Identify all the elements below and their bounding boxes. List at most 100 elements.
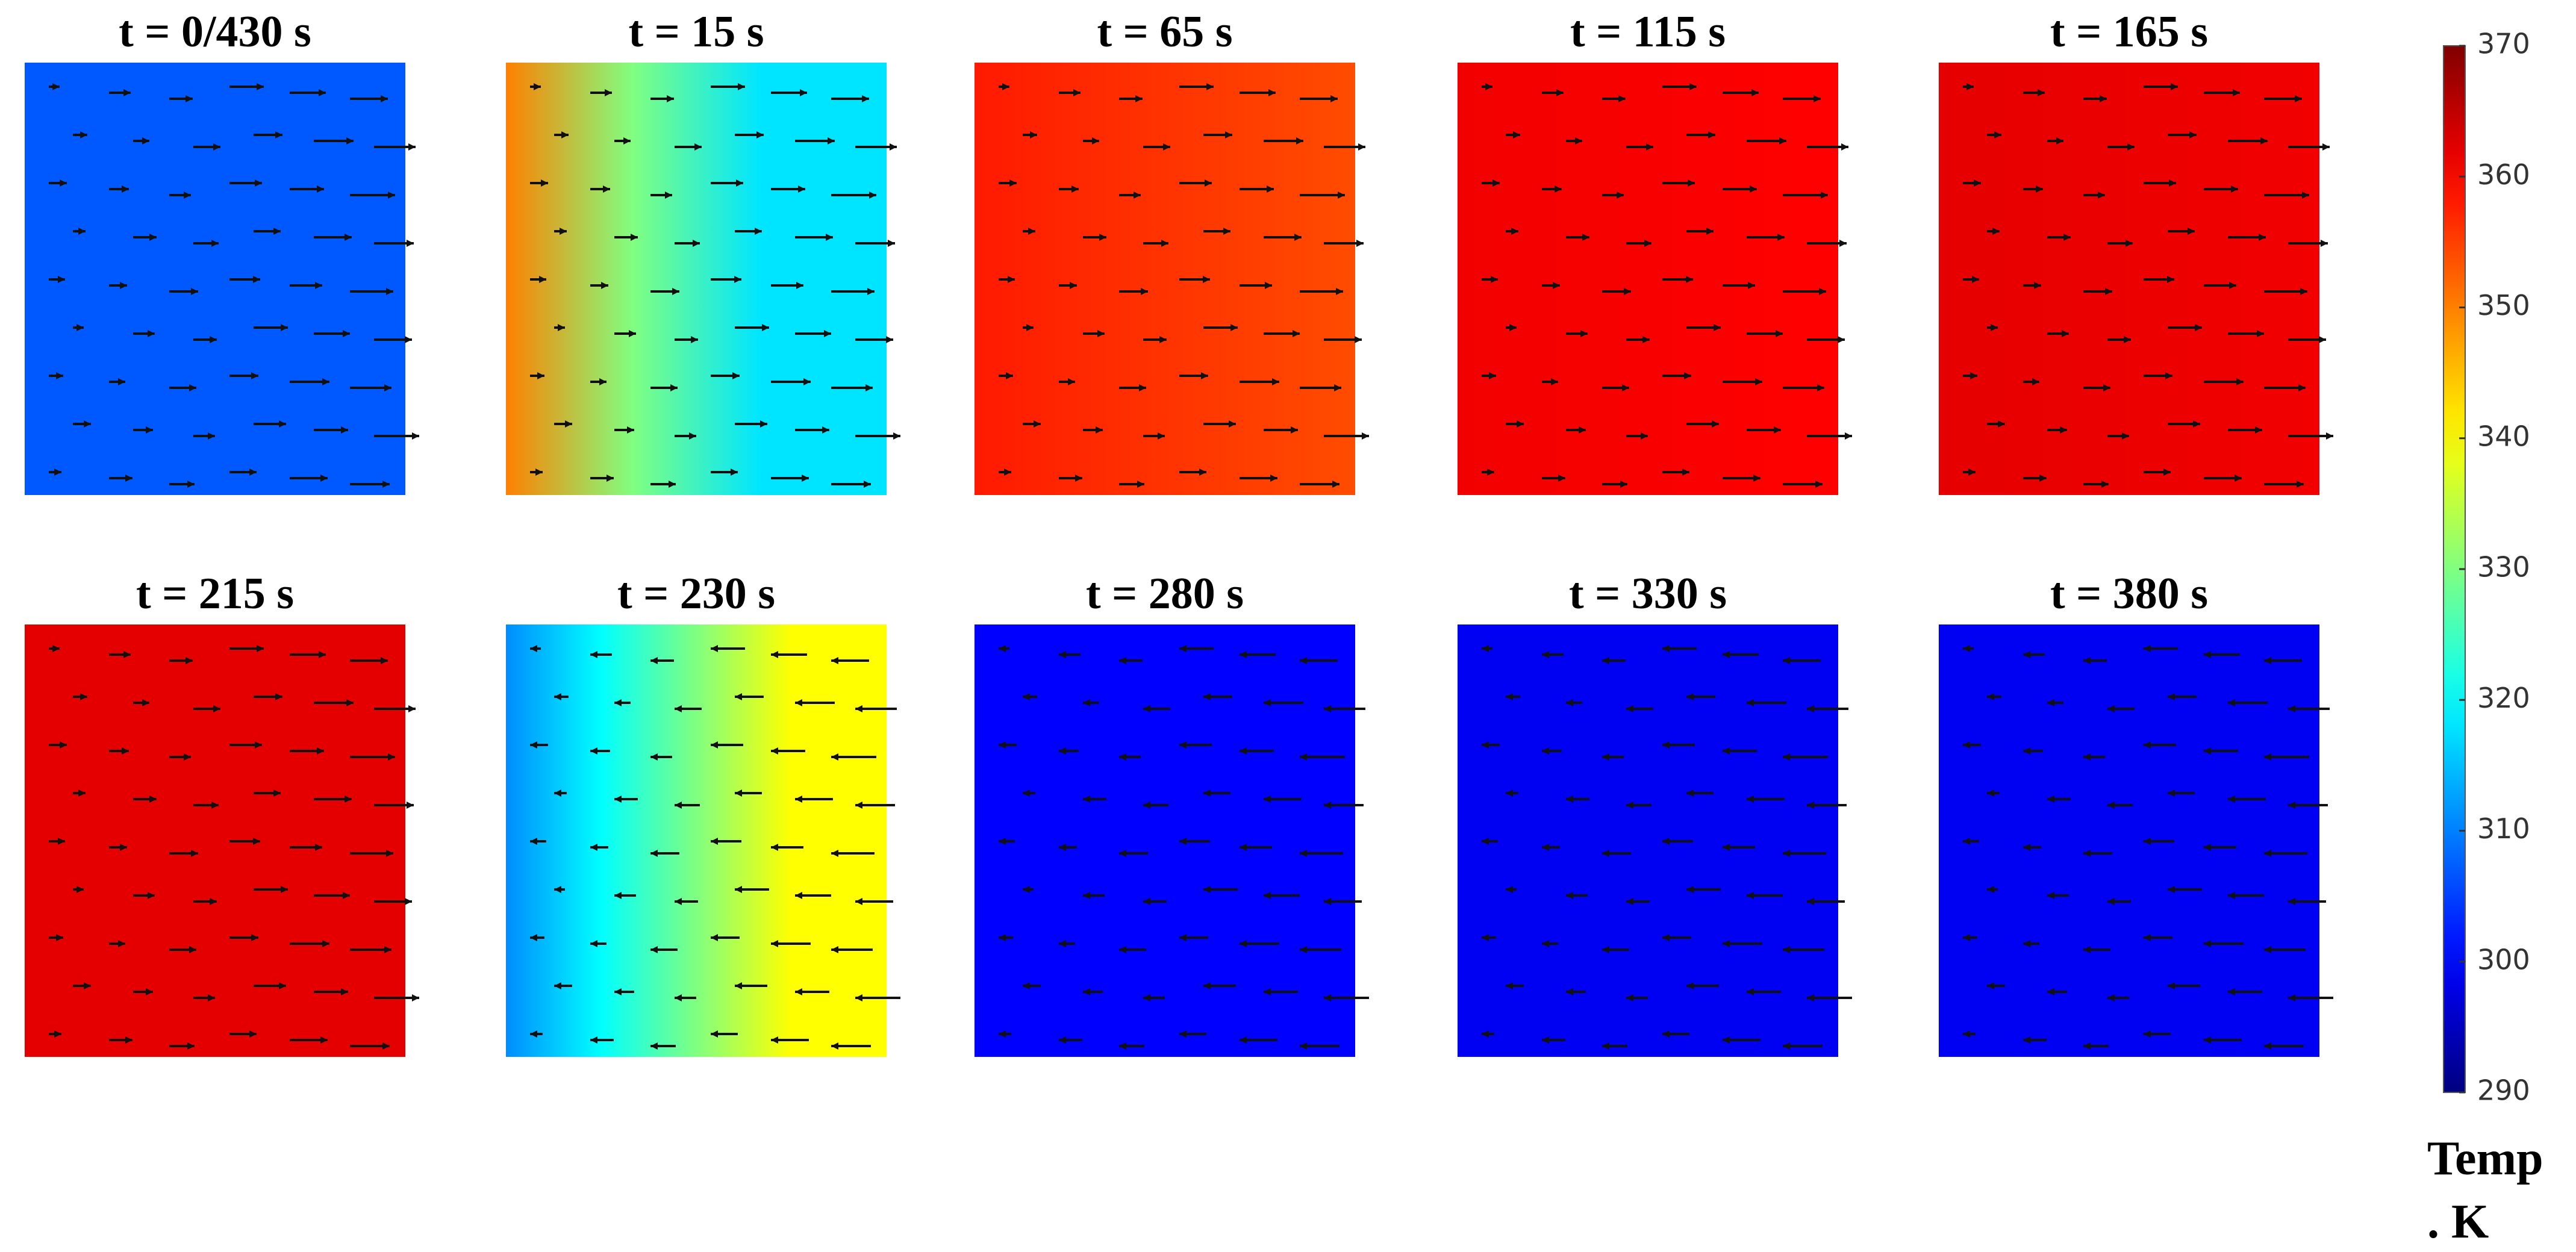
velocity-arrow <box>1723 747 1757 755</box>
velocity-arrow <box>254 228 281 235</box>
velocity-arrow <box>2264 95 2302 102</box>
velocity-arrow <box>1324 240 1364 247</box>
velocity-arrow <box>1083 988 1103 995</box>
velocity-arrow <box>1686 324 1721 331</box>
velocity-arrow <box>999 741 1017 749</box>
velocity-arrow <box>1626 898 1650 905</box>
velocity-arrow <box>109 844 127 851</box>
velocity-arrow <box>1023 131 1037 139</box>
velocity-arrow <box>675 240 700 247</box>
velocity-arrow <box>109 475 133 482</box>
velocity-arrow <box>1963 838 1979 845</box>
velocity-arrow <box>1083 426 1103 434</box>
colorbar-tick-label: 300 <box>2477 943 2530 976</box>
velocity-arrow <box>2264 946 2306 953</box>
velocity-arrow <box>2228 699 2268 706</box>
velocity-arrow <box>2264 384 2306 391</box>
velocity-arrow <box>1783 288 1826 295</box>
velocity-arrow <box>1506 982 1524 989</box>
velocity-arrow <box>2264 657 2302 664</box>
velocity-arrow <box>590 1036 614 1044</box>
velocity-arrow <box>2107 336 2131 343</box>
velocity-arrow <box>1083 699 1099 706</box>
velocity-arrow <box>1747 892 1783 899</box>
velocity-arrow <box>109 651 131 658</box>
velocity-arrow <box>133 426 153 434</box>
velocity-arrow <box>109 282 127 289</box>
velocity-arrow <box>229 645 264 652</box>
velocity-arrow <box>650 753 672 761</box>
velocity-arrow <box>855 143 897 151</box>
velocity-arrow <box>675 898 698 905</box>
velocity-arrow <box>1059 89 1081 96</box>
velocity-arrow <box>109 940 125 947</box>
velocity-arrow <box>1963 83 1974 90</box>
velocity-arrow <box>1143 898 1167 905</box>
panel-title: t = 230 s <box>617 569 775 618</box>
velocity-arrow <box>1686 420 1719 428</box>
velocity-arrow <box>1203 324 1238 331</box>
velocity-arrow <box>193 994 215 1001</box>
velocity-arrow <box>73 324 84 331</box>
velocity-arrow <box>530 372 544 379</box>
panel-title: t = 0/430 s <box>119 7 311 57</box>
velocity-arrow <box>193 336 217 343</box>
velocity-arrow <box>1059 1036 1082 1044</box>
velocity-arrow <box>1143 240 1168 247</box>
velocity-arrow <box>1119 192 1141 199</box>
velocity-arrow <box>1963 179 1981 187</box>
velocity-arrow <box>2144 838 2174 845</box>
velocity-arrow <box>73 886 84 893</box>
velocity-arrow <box>530 645 541 652</box>
velocity-arrow <box>229 83 264 90</box>
velocity-arrow <box>614 988 634 995</box>
colorbar-tick-label: 360 <box>2477 158 2530 191</box>
velocity-arrow <box>229 469 257 476</box>
velocity-arrow <box>1143 705 1170 712</box>
velocity-arrow <box>73 420 91 428</box>
velocity-arrow <box>771 747 805 755</box>
velocity-arrow <box>795 988 829 995</box>
velocity-arrow <box>374 432 419 440</box>
velocity-arrow <box>1179 179 1212 187</box>
velocity-arrow <box>1686 693 1715 700</box>
velocity-arrow <box>1179 372 1208 379</box>
panel-title: t = 215 s <box>136 569 294 618</box>
velocity-arrow <box>169 657 193 664</box>
velocity-arrow <box>999 179 1017 187</box>
velocity-arrow <box>1482 83 1492 90</box>
velocity-arrow <box>1300 1042 1339 1050</box>
velocity-arrow <box>1240 651 1276 658</box>
velocity-arrow <box>711 276 741 283</box>
velocity-arrow <box>1203 886 1238 893</box>
velocity-arrow <box>2288 994 2333 1001</box>
velocity-arrow <box>831 946 873 953</box>
velocity-arrow <box>1963 741 1981 749</box>
velocity-arrow <box>2288 240 2328 247</box>
velocity-arrow <box>1482 1030 1494 1038</box>
velocity-arrow <box>831 1042 871 1050</box>
velocity-arrow <box>1240 282 1272 289</box>
velocity-arrow <box>2288 432 2333 440</box>
velocity-arrow <box>530 741 548 749</box>
velocity-arrow <box>2264 850 2307 857</box>
panel-title: t = 65 s <box>1097 7 1232 57</box>
velocity-arrow <box>2023 1036 2047 1044</box>
velocity-arrow <box>675 432 696 440</box>
velocity-arrow <box>1300 657 1338 664</box>
velocity-arrow <box>109 185 129 193</box>
panel-title: t = 165 s <box>2050 7 2208 57</box>
velocity-arrow <box>49 83 60 90</box>
velocity-arrow <box>1686 886 1721 893</box>
velocity-arrow <box>530 838 546 845</box>
velocity-arrow <box>2023 378 2039 385</box>
velocity-arrow <box>2204 651 2240 658</box>
velocity-arrow <box>1662 934 1691 941</box>
velocity-arrow <box>1783 753 1828 761</box>
velocity-arrow <box>735 982 767 989</box>
velocity-arrow <box>711 372 740 379</box>
velocity-arrow <box>1987 324 1998 331</box>
velocity-arrow <box>2204 844 2236 851</box>
velocity-arrow <box>290 282 322 289</box>
velocity-arrow <box>1083 796 1106 803</box>
